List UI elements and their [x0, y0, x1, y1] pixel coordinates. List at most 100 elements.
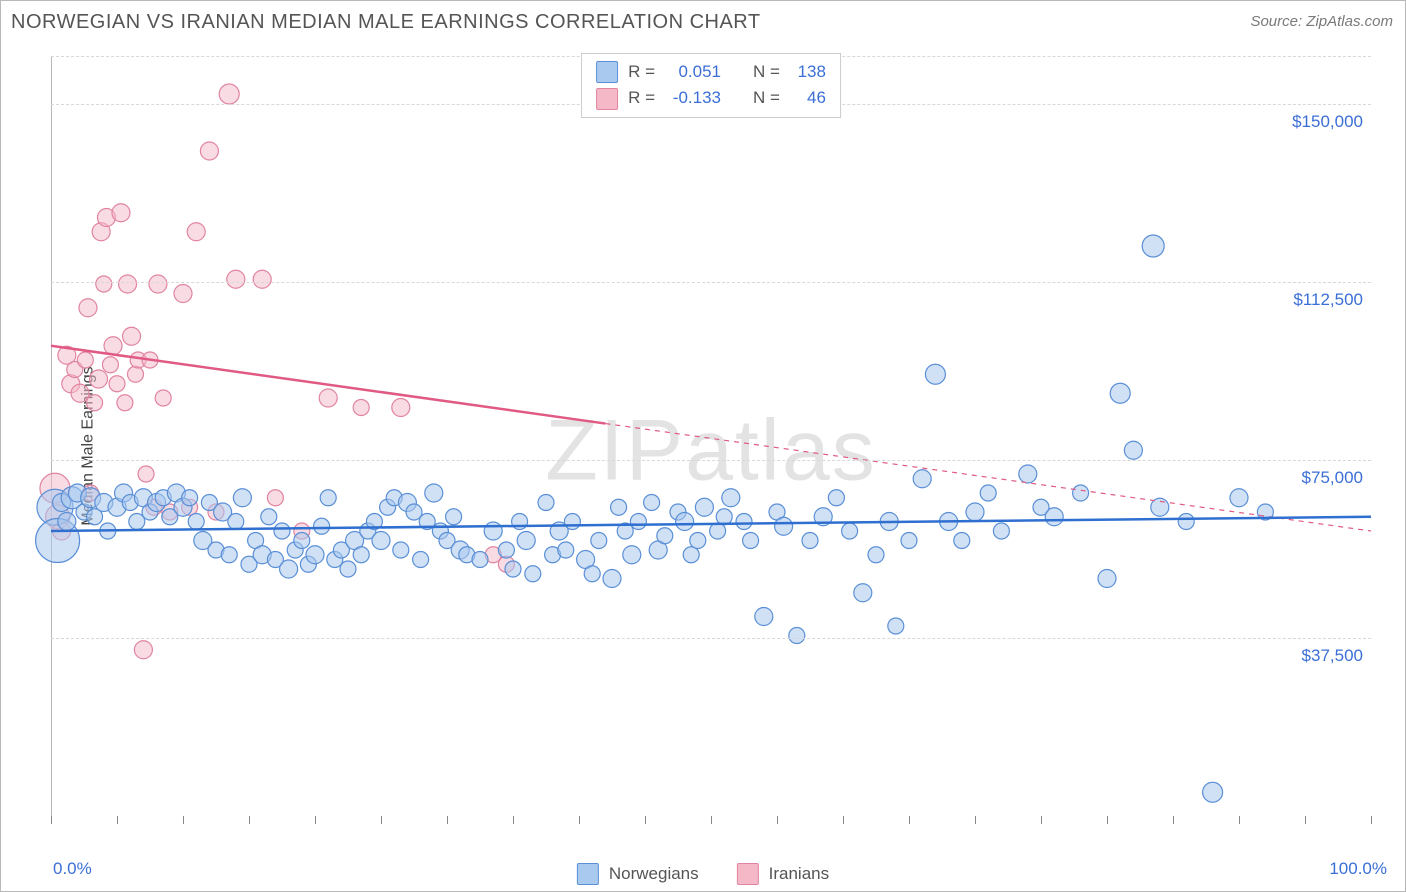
x-tick: [1305, 816, 1306, 824]
data-point-norwegians: [505, 561, 521, 577]
data-point-norwegians: [1045, 508, 1063, 526]
data-point-norwegians: [925, 364, 945, 384]
data-point-norwegians: [320, 490, 336, 506]
swatch-iranians: [596, 88, 618, 110]
data-point-norwegians: [695, 498, 713, 516]
x-tick: [777, 816, 778, 824]
n-value-iranians: 46: [790, 85, 826, 111]
data-point-norwegians: [558, 542, 574, 558]
data-point-norwegians: [1110, 383, 1130, 403]
swatch-norwegians-bottom: [577, 863, 599, 885]
data-point-iranians: [90, 370, 108, 388]
data-point-norwegians: [1073, 485, 1089, 501]
data-point-norwegians: [736, 514, 752, 530]
data-point-norwegians: [913, 470, 931, 488]
data-point-norwegians: [603, 570, 621, 588]
data-point-norwegians: [413, 552, 429, 568]
data-point-norwegians: [446, 509, 462, 525]
data-point-norwegians: [676, 513, 694, 531]
data-point-norwegians: [525, 566, 541, 582]
data-point-norwegians: [280, 560, 298, 578]
x-tick: [183, 816, 184, 824]
data-point-norwegians: [828, 490, 844, 506]
data-point-norwegians: [58, 513, 76, 531]
data-point-norwegians: [868, 547, 884, 563]
x-axis-max-label: 100.0%: [1329, 859, 1387, 879]
data-point-norwegians: [274, 523, 290, 539]
scatter-plot-svg: [51, 56, 1371, 816]
data-point-norwegians: [517, 532, 535, 550]
gridline: [51, 638, 1371, 639]
data-point-norwegians: [842, 523, 858, 539]
data-point-iranians: [200, 142, 218, 160]
data-point-norwegians: [228, 514, 244, 530]
x-tick: [513, 816, 514, 824]
source-label: Source: ZipAtlas.com: [1250, 13, 1393, 30]
x-tick: [51, 816, 52, 824]
data-point-iranians: [138, 466, 154, 482]
data-point-norwegians: [993, 523, 1009, 539]
data-point-norwegians: [425, 484, 443, 502]
r-value-norwegians: 0.051: [665, 59, 721, 85]
data-point-norwegians: [802, 533, 818, 549]
x-tick: [645, 816, 646, 824]
y-tick-label: $37,500: [1302, 646, 1363, 666]
data-point-norwegians: [498, 542, 514, 558]
data-point-norwegians: [630, 514, 646, 530]
data-point-norwegians: [954, 533, 970, 549]
legend-stats-row-iranians: R = -0.133 N = 46: [596, 85, 826, 111]
data-point-iranians: [127, 366, 143, 382]
data-point-norwegians: [393, 542, 409, 558]
n-label: N =: [753, 85, 780, 111]
data-point-iranians: [117, 395, 133, 411]
r-value-iranians: -0.133: [665, 85, 721, 111]
data-point-iranians: [267, 490, 283, 506]
data-point-norwegians: [1098, 570, 1116, 588]
data-point-norwegians: [221, 547, 237, 563]
data-point-norwegians: [314, 518, 330, 534]
data-point-norwegians: [657, 528, 673, 544]
data-point-norwegians: [353, 547, 369, 563]
data-point-norwegians: [584, 566, 600, 582]
data-point-norwegians: [888, 618, 904, 634]
data-point-iranians: [134, 641, 152, 659]
legend-label-iranians: Iranians: [769, 864, 829, 884]
x-tick: [843, 816, 844, 824]
gridline: [51, 460, 1371, 461]
data-point-norwegians: [710, 523, 726, 539]
data-point-norwegians: [1124, 441, 1142, 459]
swatch-norwegians: [596, 61, 618, 83]
data-point-iranians: [119, 275, 137, 293]
gridline: [51, 282, 1371, 283]
data-point-iranians: [112, 204, 130, 222]
data-point-norwegians: [340, 561, 356, 577]
data-point-norwegians: [233, 489, 251, 507]
x-tick: [1371, 816, 1372, 824]
data-point-norwegians: [775, 517, 793, 535]
x-axis-min-label: 0.0%: [53, 859, 92, 879]
legend-label-norwegians: Norwegians: [609, 864, 699, 884]
data-point-norwegians: [1142, 235, 1164, 257]
data-point-norwegians: [755, 608, 773, 626]
x-tick: [249, 816, 250, 824]
data-point-iranians: [219, 84, 239, 104]
y-tick-label: $150,000: [1292, 112, 1363, 132]
data-point-norwegians: [743, 533, 759, 549]
x-tick: [1239, 816, 1240, 824]
data-point-norwegians: [372, 532, 390, 550]
x-tick: [1041, 816, 1042, 824]
data-point-norwegians: [644, 495, 660, 511]
chart-container: NORWEGIAN VS IRANIAN MEDIAN MALE EARNING…: [0, 0, 1406, 892]
data-point-norwegians: [789, 628, 805, 644]
data-point-iranians: [109, 376, 125, 392]
x-tick: [381, 816, 382, 824]
legend-stats-row-norwegians: R = 0.051 N = 138: [596, 59, 826, 85]
data-point-norwegians: [564, 514, 580, 530]
data-point-iranians: [96, 276, 112, 292]
data-point-norwegians: [591, 533, 607, 549]
y-tick-label: $75,000: [1302, 468, 1363, 488]
data-point-iranians: [123, 327, 141, 345]
x-tick: [447, 816, 448, 824]
legend-stats: R = 0.051 N = 138 R = -0.133 N = 46: [581, 53, 841, 118]
trend-line-iranians: [51, 346, 605, 424]
